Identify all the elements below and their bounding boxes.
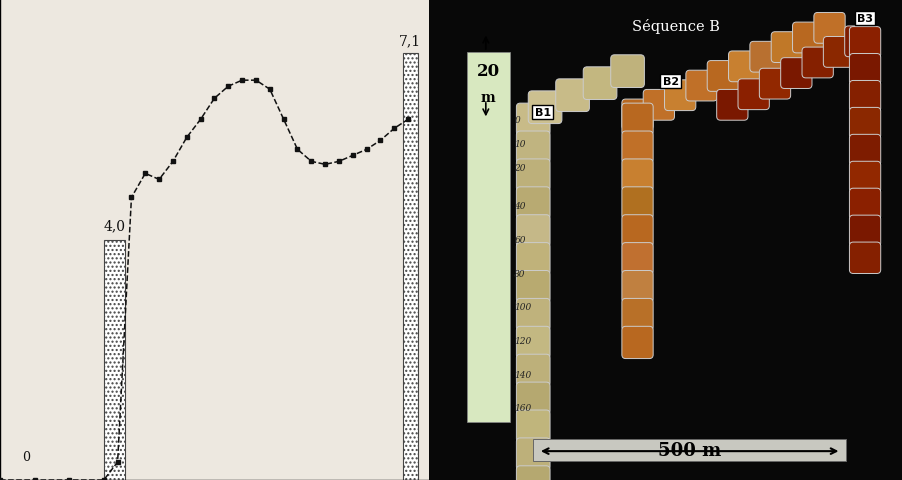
FancyBboxPatch shape [792, 23, 823, 54]
FancyBboxPatch shape [621, 104, 652, 136]
FancyBboxPatch shape [621, 100, 652, 131]
FancyBboxPatch shape [621, 215, 652, 248]
Text: B1: B1 [534, 108, 550, 118]
Text: 10: 10 [514, 140, 525, 148]
FancyBboxPatch shape [621, 326, 652, 359]
FancyBboxPatch shape [849, 108, 879, 140]
FancyBboxPatch shape [516, 438, 549, 470]
FancyBboxPatch shape [621, 159, 652, 192]
FancyBboxPatch shape [555, 80, 589, 112]
FancyBboxPatch shape [516, 215, 549, 248]
FancyBboxPatch shape [621, 271, 652, 303]
FancyBboxPatch shape [610, 56, 644, 88]
FancyBboxPatch shape [849, 162, 879, 193]
FancyBboxPatch shape [664, 81, 695, 111]
FancyBboxPatch shape [849, 81, 879, 113]
FancyBboxPatch shape [528, 92, 561, 124]
FancyBboxPatch shape [716, 90, 747, 121]
FancyBboxPatch shape [780, 59, 811, 89]
FancyBboxPatch shape [621, 299, 652, 331]
FancyBboxPatch shape [621, 187, 652, 220]
Text: B3: B3 [856, 14, 872, 24]
FancyBboxPatch shape [706, 61, 738, 92]
Text: 7,1: 7,1 [399, 34, 421, 48]
FancyBboxPatch shape [849, 135, 879, 167]
FancyBboxPatch shape [813, 13, 844, 44]
FancyBboxPatch shape [516, 299, 549, 331]
Text: 20: 20 [476, 62, 499, 79]
Bar [402, 54, 418, 480]
Text: 20: 20 [514, 164, 525, 172]
FancyBboxPatch shape [516, 382, 549, 415]
Text: 120: 120 [514, 336, 531, 345]
Text: B2: B2 [662, 77, 678, 86]
FancyBboxPatch shape [849, 54, 879, 86]
Text: 100: 100 [514, 303, 531, 312]
FancyBboxPatch shape [749, 42, 780, 73]
FancyBboxPatch shape [516, 271, 549, 303]
Text: 0: 0 [514, 116, 520, 124]
FancyBboxPatch shape [583, 68, 616, 100]
FancyBboxPatch shape [728, 52, 759, 83]
Text: 500 m: 500 m [658, 441, 721, 459]
Text: 80: 80 [514, 269, 525, 278]
FancyBboxPatch shape [686, 71, 716, 102]
Bar [104, 240, 124, 480]
FancyBboxPatch shape [759, 69, 790, 100]
Bar [532, 439, 845, 461]
FancyBboxPatch shape [516, 187, 549, 220]
Text: 4,0: 4,0 [103, 219, 125, 233]
FancyBboxPatch shape [849, 242, 879, 274]
Bar [466, 53, 509, 422]
FancyBboxPatch shape [849, 216, 879, 247]
FancyBboxPatch shape [801, 48, 833, 79]
Text: Séquence B: Séquence B [630, 19, 719, 34]
FancyBboxPatch shape [770, 33, 802, 63]
Text: m: m [480, 91, 495, 105]
Text: 60: 60 [514, 236, 525, 244]
FancyBboxPatch shape [737, 80, 769, 110]
FancyBboxPatch shape [516, 104, 549, 136]
Text: 40: 40 [514, 202, 525, 211]
FancyBboxPatch shape [849, 27, 879, 59]
FancyBboxPatch shape [516, 326, 549, 359]
FancyBboxPatch shape [843, 27, 875, 58]
FancyBboxPatch shape [849, 189, 879, 220]
Text: 160: 160 [514, 404, 531, 412]
FancyBboxPatch shape [516, 354, 549, 387]
FancyBboxPatch shape [823, 37, 853, 68]
FancyBboxPatch shape [516, 466, 549, 480]
FancyBboxPatch shape [516, 410, 549, 443]
FancyBboxPatch shape [621, 243, 652, 276]
FancyBboxPatch shape [516, 132, 549, 164]
FancyBboxPatch shape [516, 159, 549, 192]
FancyBboxPatch shape [621, 132, 652, 164]
FancyBboxPatch shape [642, 90, 674, 121]
Text: 0: 0 [23, 450, 31, 463]
Text: 140: 140 [514, 370, 531, 379]
FancyBboxPatch shape [516, 243, 549, 276]
